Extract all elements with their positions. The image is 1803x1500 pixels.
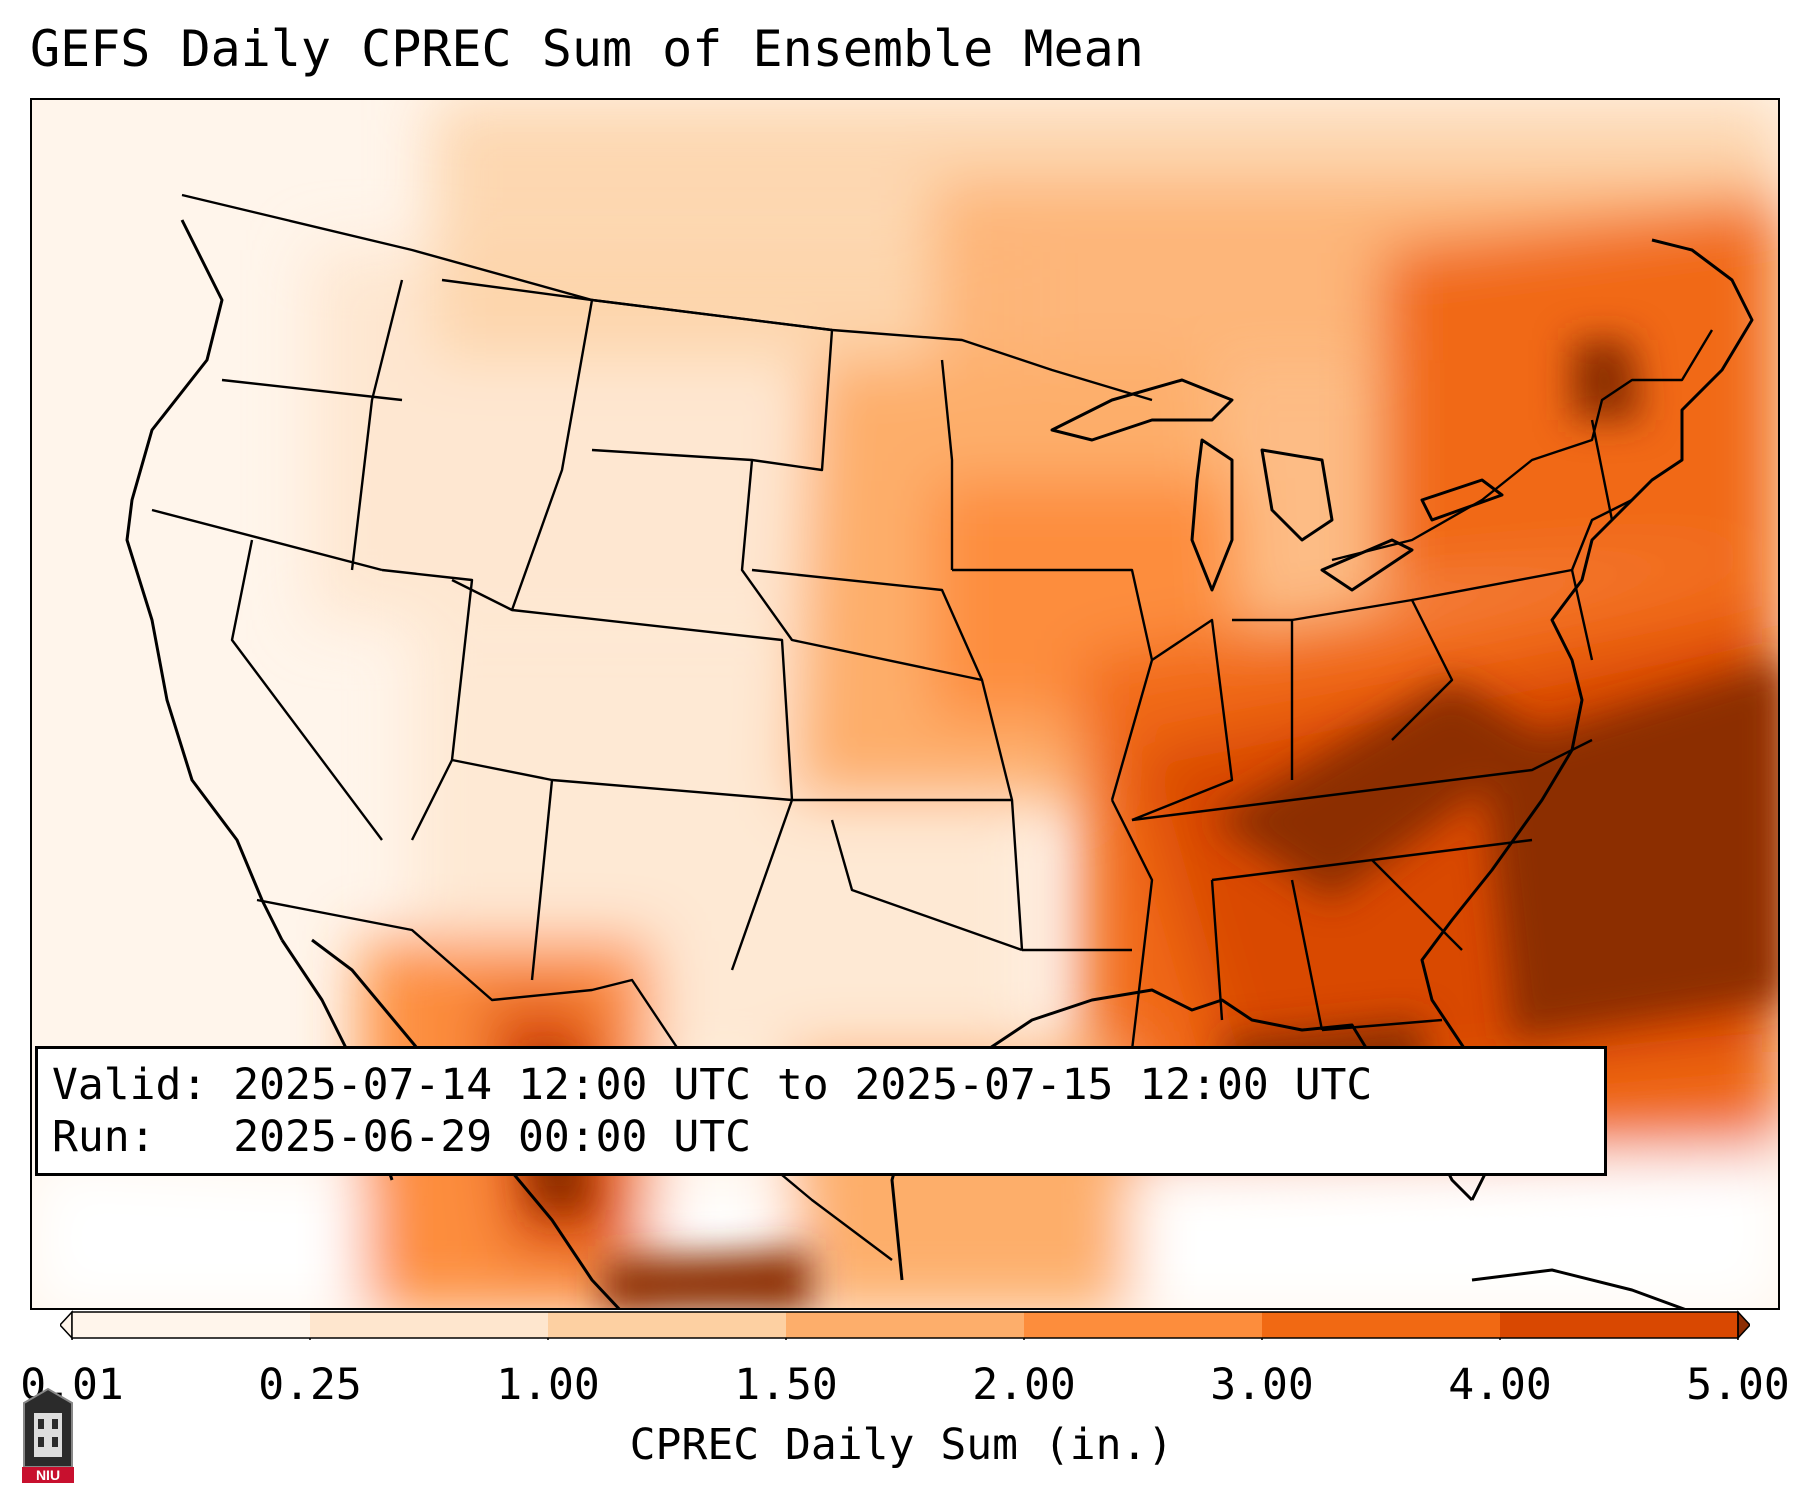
colorbar-extend-min: [60, 1310, 73, 1340]
pacific-coastline: [125, 219, 284, 941]
lake-ontario: [1420, 478, 1504, 522]
mn-west-line: [940, 359, 954, 570]
colorbar-tick-label: 0.25: [258, 1360, 362, 1410]
valid-time-text: Valid: 2025-07-14 12:00 UTC to 2025-07-1…: [52, 1060, 1373, 1110]
canada-border-east: [1331, 329, 1714, 562]
nv-ut-line: [381, 568, 474, 841]
colorbar-cell: [786, 1312, 1025, 1338]
oh-lines: [1291, 598, 1454, 741]
mt-wy-lines: [441, 278, 594, 612]
colorbar-cell: [72, 1312, 311, 1338]
colorbar-cells: [60, 1310, 1750, 1340]
colorbar-extend-max: [1737, 1310, 1750, 1340]
al-ga-line: [1290, 879, 1324, 1031]
colorbar-outline: [71, 1311, 1739, 1339]
ia-mo-lines: [952, 568, 1154, 801]
colorbar-cell: [310, 1312, 549, 1338]
plains-lines: [751, 568, 1024, 951]
ny-lines: [1570, 498, 1633, 571]
lake-michigan: [1190, 438, 1234, 592]
ok-tx-line: [830, 819, 1023, 952]
ga-fl-line: [1321, 1018, 1443, 1032]
sd-ne-lines: [740, 459, 983, 682]
lake-huron: [1260, 448, 1334, 542]
colorbar-tick-label: 5.00: [1686, 1360, 1790, 1410]
ms-al-line: [1210, 879, 1224, 1021]
cuba-coastline: [1471, 1268, 1686, 1308]
map-title: GEFS Daily CPREC Sum of Ensemble Mean: [30, 20, 1144, 78]
az-nm-line: [530, 779, 554, 981]
colorbar-cell: [1262, 1312, 1501, 1338]
colorbar-tick-label: 2.00: [972, 1360, 1076, 1410]
precip-field: [32, 100, 1778, 1308]
info-box: Valid: 2025-07-14 12:00 UTC to 2025-07-1…: [35, 1046, 1607, 1176]
ca-nv-line: [230, 539, 383, 841]
mt-nd-lines: [591, 298, 834, 472]
or-ca-line: [151, 508, 383, 572]
ar-ms-line: [1110, 799, 1154, 1051]
logo-text: NIU: [36, 1467, 60, 1483]
id-west-line: [350, 279, 404, 571]
colorbar-tick-label: 1.50: [734, 1360, 838, 1410]
vt-nh-line: [1590, 419, 1614, 521]
colorbar: [60, 1310, 1750, 1340]
il-lines: [1131, 618, 1234, 822]
nm-tx-line: [730, 799, 794, 971]
ga-sc-line: [1371, 859, 1463, 951]
lake-superior: [1050, 378, 1234, 442]
colorbar-label: CPREC Daily Sum (in.): [629, 1420, 1174, 1470]
colorbar-cell: [1500, 1312, 1739, 1338]
colorbar-cell: [1024, 1312, 1263, 1338]
colorbar-tick-label: 1.00: [496, 1360, 600, 1410]
colorbar-tick-label: 4.00: [1448, 1360, 1552, 1410]
university-seal-icon: NIU: [22, 1387, 74, 1483]
run-time-text: Run: 2025-06-29 00:00 UTC: [52, 1112, 751, 1162]
atlantic-coastline: [1420, 238, 1754, 1201]
mexico-border: [256, 898, 893, 1261]
tn-nc-line: [1131, 738, 1593, 822]
colorbar-tick-label: 3.00: [1210, 1360, 1314, 1410]
political-borders: [151, 193, 1714, 1261]
colorbar-cell: [548, 1312, 787, 1338]
